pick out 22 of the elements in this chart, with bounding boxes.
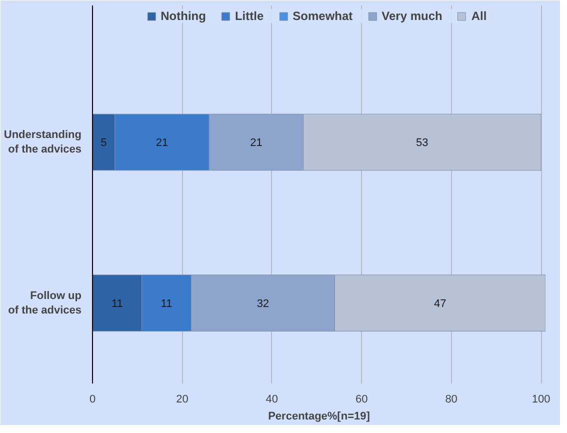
x-tick-label: 60 [355,394,368,406]
x-axis-title: Percentage%[n=19] [268,410,370,422]
x-tick-label: 40 [266,394,278,406]
legend-label: Somewhat [292,9,353,23]
legend-label: Very much [382,9,442,23]
data-label: 21 [250,137,262,150]
legend-label: All [471,9,488,23]
legend-label: Little [234,9,264,23]
x-tick-label: 100 [532,394,550,406]
x-tick-label: 0 [89,394,96,406]
data-label: 32 [256,298,270,310]
data-label: 47 [434,298,446,310]
data-label: 5 [100,137,107,150]
data-label: 21 [156,137,168,150]
x-tick-label: 80 [445,394,458,406]
y-tick-label: Understanding of the advices [4,129,82,156]
data-label: 11 [111,298,123,310]
data-label: 11 [160,298,172,310]
legend-label: Nothing [160,9,206,23]
data-label: 53 [416,137,428,150]
x-tick-label: 20 [176,394,188,406]
y-tick-label: Follow up of the advices [8,290,82,316]
